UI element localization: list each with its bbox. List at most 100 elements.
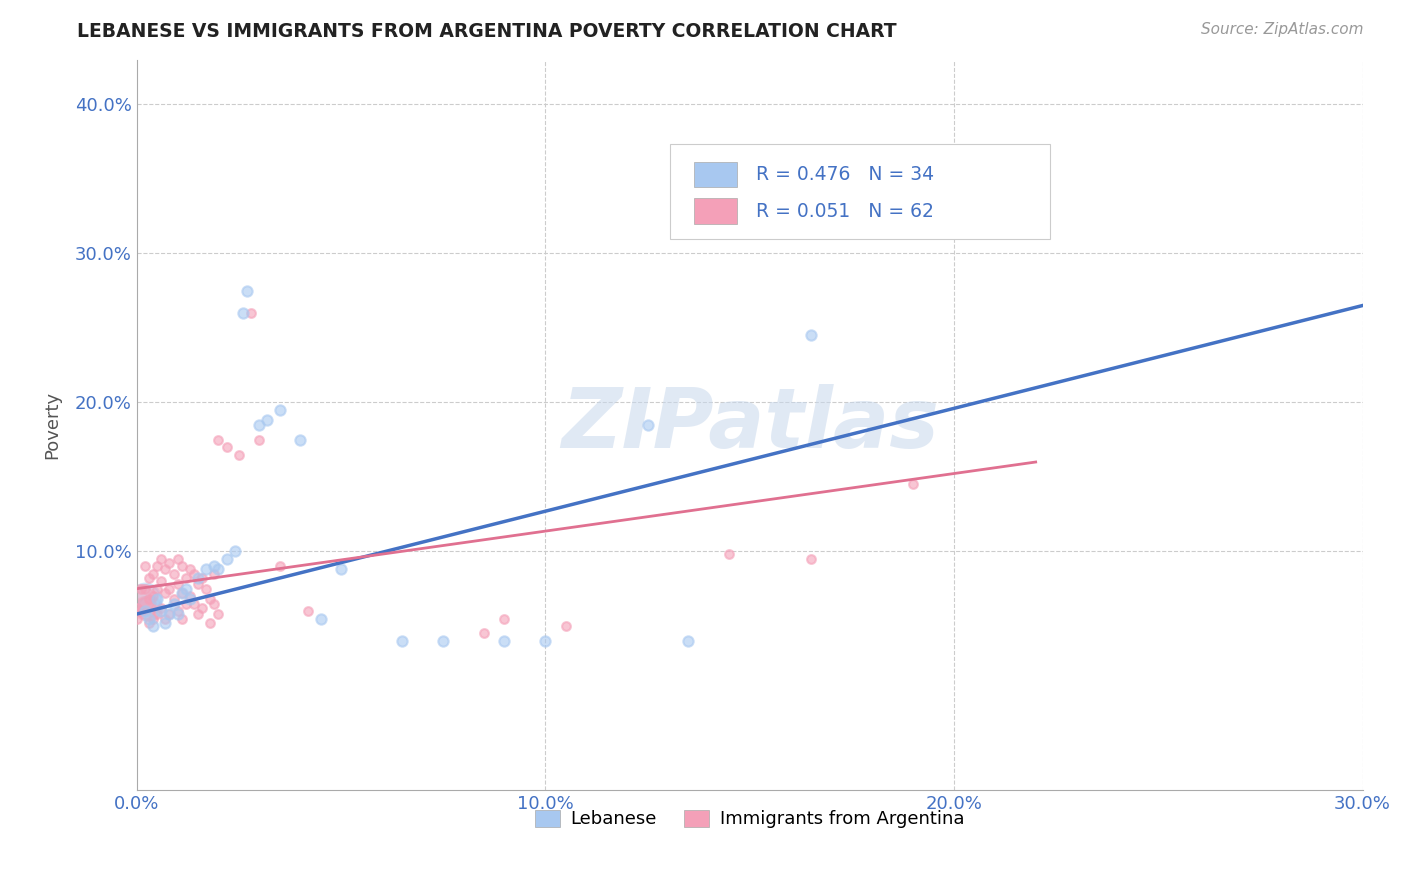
Point — [240, 306, 263, 320]
Point — [146, 559, 169, 574]
Point — [142, 619, 165, 633]
Point — [159, 607, 181, 621]
Point — [215, 552, 238, 566]
Point — [162, 592, 184, 607]
FancyBboxPatch shape — [671, 144, 1050, 238]
Point — [155, 586, 177, 600]
Point — [125, 611, 148, 625]
Y-axis label: Poverty: Poverty — [44, 391, 60, 458]
Point — [191, 601, 214, 615]
Point — [922, 157, 945, 171]
Point — [134, 559, 156, 574]
Text: Source: ZipAtlas.com: Source: ZipAtlas.com — [1201, 22, 1364, 37]
Point — [187, 577, 209, 591]
Point — [637, 417, 659, 432]
Point — [174, 571, 197, 585]
Point — [391, 633, 413, 648]
Point — [432, 633, 454, 648]
Point — [170, 586, 193, 600]
Point — [134, 592, 156, 607]
Point — [183, 566, 205, 581]
Point — [290, 433, 312, 447]
Point — [150, 574, 173, 589]
Point — [202, 566, 225, 581]
Point — [138, 615, 160, 630]
Point — [129, 604, 152, 618]
Point — [174, 582, 197, 596]
Point — [166, 607, 188, 621]
Point — [134, 601, 156, 615]
Point — [138, 601, 160, 615]
Point — [901, 477, 924, 491]
Point — [146, 607, 169, 621]
Point — [134, 604, 156, 618]
Point — [142, 611, 165, 625]
Point — [718, 548, 741, 562]
Point — [159, 607, 181, 621]
Point — [166, 604, 188, 618]
Point — [472, 626, 495, 640]
Text: ZIPatlas: ZIPatlas — [561, 384, 939, 466]
Bar — [695, 198, 737, 224]
Point — [134, 604, 156, 618]
Point — [179, 592, 201, 607]
Point — [232, 306, 254, 320]
Point — [187, 607, 209, 621]
Point — [146, 582, 169, 596]
Point — [297, 604, 319, 618]
Point — [174, 597, 197, 611]
Legend: Lebanese, Immigrants from Argentina: Lebanese, Immigrants from Argentina — [527, 803, 972, 836]
Point — [494, 633, 516, 648]
Bar — [695, 161, 737, 187]
Point — [162, 597, 184, 611]
Point — [800, 328, 823, 343]
Point — [170, 611, 193, 625]
Point — [166, 577, 188, 591]
Point — [142, 589, 165, 603]
Point — [247, 433, 270, 447]
Point — [159, 582, 181, 596]
Point — [309, 611, 332, 625]
Point — [138, 611, 160, 625]
Point — [207, 607, 229, 621]
Point — [166, 552, 188, 566]
Point — [179, 589, 201, 603]
Point — [228, 448, 250, 462]
Point — [200, 592, 222, 607]
Point — [129, 592, 152, 607]
Point — [256, 413, 278, 427]
Point — [215, 440, 238, 454]
Point — [162, 566, 184, 581]
Point — [534, 633, 557, 648]
Point — [554, 619, 576, 633]
Point — [678, 633, 700, 648]
Point — [170, 586, 193, 600]
Point — [155, 615, 177, 630]
Point — [159, 557, 181, 571]
Text: R = 0.051   N = 62: R = 0.051 N = 62 — [756, 202, 934, 221]
Point — [155, 562, 177, 576]
Point — [200, 615, 222, 630]
Text: LEBANESE VS IMMIGRANTS FROM ARGENTINA POVERTY CORRELATION CHART: LEBANESE VS IMMIGRANTS FROM ARGENTINA PO… — [77, 22, 897, 41]
Point — [138, 571, 160, 585]
Point — [183, 597, 205, 611]
Point — [134, 582, 156, 596]
Point — [146, 592, 169, 607]
Point — [142, 566, 165, 581]
Point — [150, 552, 173, 566]
Point — [494, 611, 516, 625]
Point — [207, 433, 229, 447]
Point — [195, 562, 218, 576]
Point — [224, 544, 246, 558]
Point — [207, 562, 229, 576]
Point — [195, 582, 218, 596]
Point — [247, 417, 270, 432]
Point — [800, 552, 823, 566]
Point — [330, 562, 353, 576]
Point — [236, 284, 259, 298]
Point — [155, 611, 177, 625]
Point — [187, 571, 209, 585]
Point — [150, 601, 173, 615]
Point — [150, 604, 173, 618]
Point — [179, 562, 201, 576]
